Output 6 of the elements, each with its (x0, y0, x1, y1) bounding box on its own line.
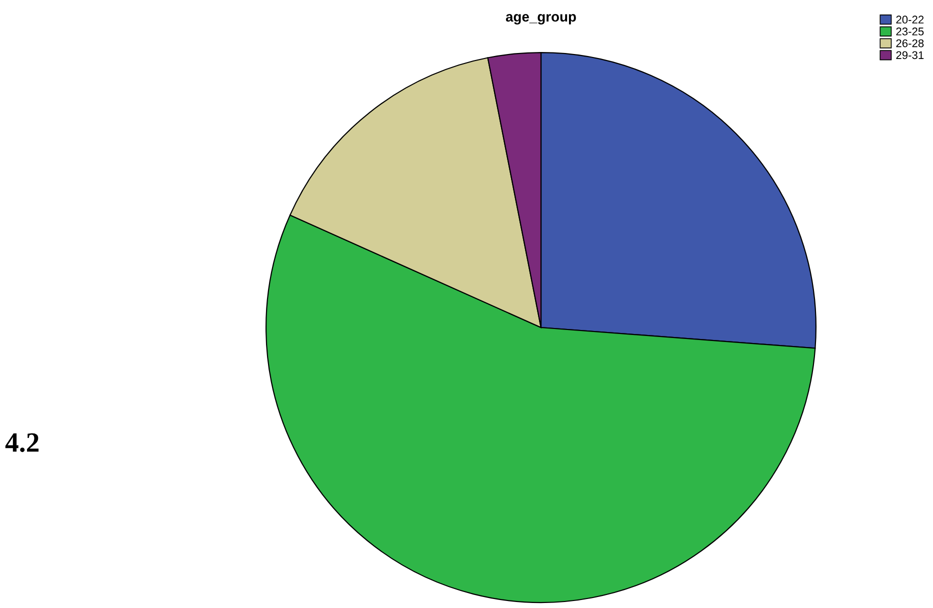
chart-title: age_group (506, 14, 576, 24)
legend-label: 23-25 (896, 28, 924, 36)
legend-label: 20-22 (896, 16, 924, 24)
text: 4.2 (5, 433, 39, 452)
legend-label: 29-31 (896, 51, 924, 60)
legend-label: 26-28 (896, 39, 924, 48)
